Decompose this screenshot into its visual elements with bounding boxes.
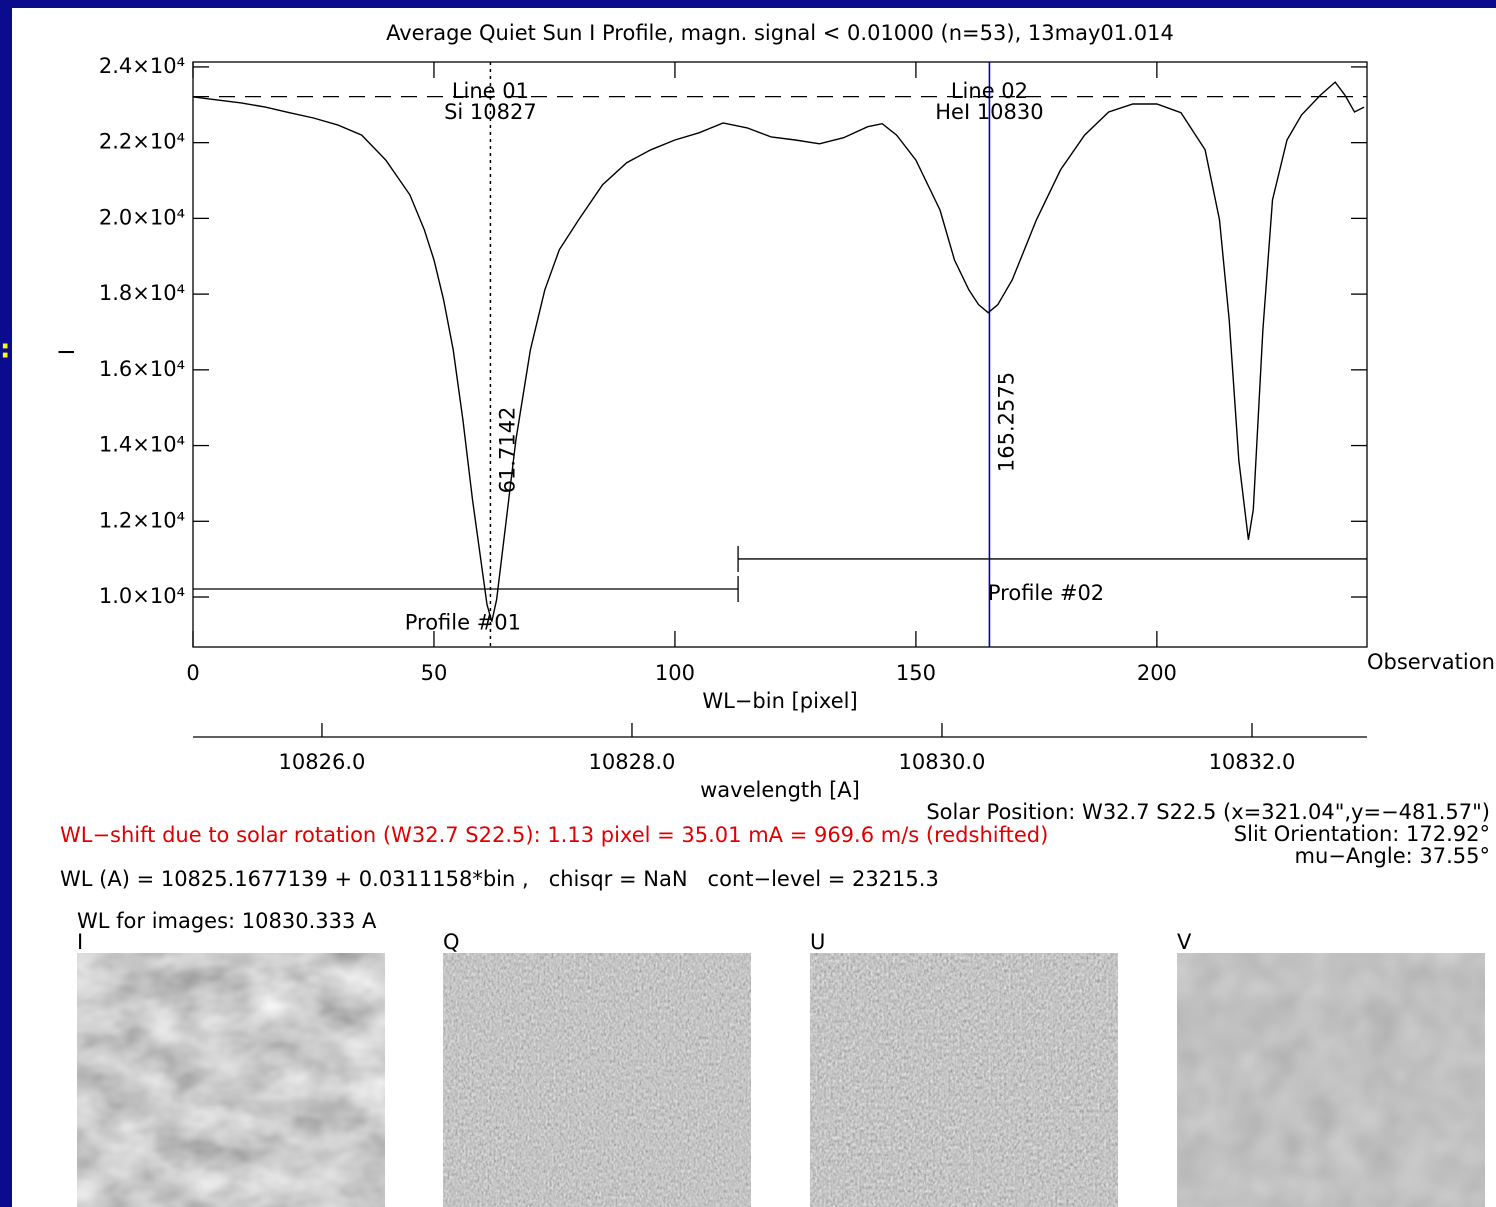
images-title: WL for images: 10830.333 A (77, 909, 377, 933)
chart-title: Average Quiet Sun I Profile, magn. signa… (386, 21, 1174, 45)
x2-axis-title: wavelength [A] (700, 778, 860, 802)
mu-angle: mu−Angle: 37.55° (1295, 844, 1491, 868)
x-tick-label: 0 (186, 661, 199, 685)
image-u (810, 953, 1118, 1207)
line-species: HeI 10830 (935, 100, 1043, 124)
profile-label: Profile #01 (405, 611, 521, 635)
line-name: Line 01 (452, 79, 529, 103)
image-label: I (77, 930, 83, 954)
line-position-label: 165.2575 (994, 372, 1018, 472)
profile-label: Profile #02 (988, 581, 1104, 605)
y-tick-label: 1.6×10⁴ (99, 357, 185, 381)
solar-position: Solar Position: W32.7 S22.5 (x=321.04",y… (926, 800, 1490, 824)
line-position-label: 61.7142 (495, 407, 519, 494)
image-label: Q (443, 930, 460, 954)
image-label: U (810, 930, 825, 954)
image-label: V (1177, 930, 1192, 954)
x2-tick-label: 10830.0 (899, 750, 986, 774)
y-tick-label: 2.2×10⁴ (99, 130, 185, 154)
image-i (77, 953, 385, 1207)
y-tick-label: 1.2×10⁴ (99, 508, 185, 532)
x-tick-label: 200 (1137, 661, 1177, 685)
slit-orientation: Slit Orientation: 172.92° (1234, 822, 1490, 846)
y-tick-label: 1.0×10⁴ (99, 584, 185, 608)
x2-tick-label: 10826.0 (279, 750, 366, 774)
x2-tick-label: 10832.0 (1209, 750, 1296, 774)
y-tick-label: 2.0×10⁴ (99, 205, 185, 229)
shift-note: WL−shift due to solar rotation (W32.7 S2… (60, 823, 1048, 847)
y-tick-label: 1.4×10⁴ (99, 433, 185, 457)
right-label: Observation (1367, 650, 1495, 674)
y-axis-title: I (55, 349, 79, 355)
wl-formula: WL (A) = 10825.1677139 + 0.0311158*bin ,… (60, 867, 939, 891)
image-v (1177, 953, 1485, 1207)
line-species: Si 10827 (444, 100, 537, 124)
x2-tick-label: 10828.0 (589, 750, 676, 774)
x-tick-label: 50 (421, 661, 448, 685)
y-tick-label: 1.8×10⁴ (99, 281, 185, 305)
profile-curve (193, 81, 1365, 622)
line-name: Line 02 (951, 79, 1028, 103)
image-q (443, 953, 751, 1207)
side-mark: : (0, 335, 10, 365)
chart: Average Quiet Sun I Profile, magn. signa… (55, 21, 1495, 802)
x-axis-title: WL−bin [pixel] (702, 689, 857, 713)
y-tick-label: 2.4×10⁴ (99, 54, 185, 78)
x-tick-label: 100 (655, 661, 695, 685)
x-tick-label: 150 (896, 661, 936, 685)
plot-frame (192, 61, 1368, 648)
